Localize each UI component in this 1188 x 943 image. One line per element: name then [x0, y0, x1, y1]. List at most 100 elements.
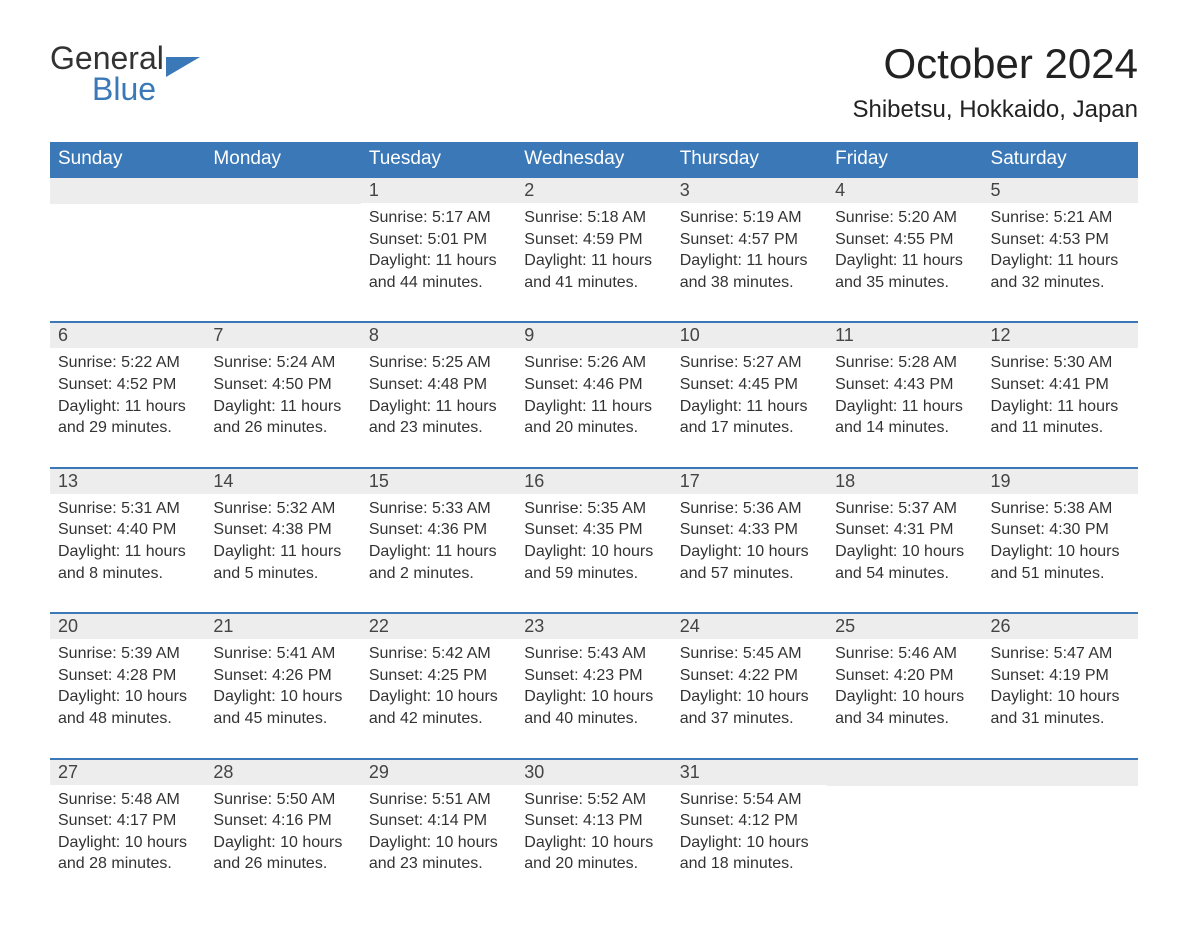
- day-number: 3: [672, 178, 827, 203]
- daylight-text: Daylight: 10 hours and 18 minutes.: [680, 832, 819, 875]
- sunset-text: Sunset: 4:59 PM: [524, 229, 663, 251]
- day-number: 1: [361, 178, 516, 203]
- calendar-cell: 31Sunrise: 5:54 AMSunset: 4:12 PMDayligh…: [672, 759, 827, 903]
- daylight-text: Daylight: 11 hours and 32 minutes.: [991, 250, 1130, 293]
- day-data: Sunrise: 5:17 AMSunset: 5:01 PMDaylight:…: [361, 203, 516, 293]
- month-title: October 2024: [852, 40, 1138, 88]
- day-data: Sunrise: 5:38 AMSunset: 4:30 PMDaylight:…: [983, 494, 1138, 584]
- day-number: 16: [516, 469, 671, 494]
- weekday-header: Sunday: [50, 142, 205, 177]
- daylight-text: Daylight: 10 hours and 45 minutes.: [213, 686, 352, 729]
- day-data: Sunrise: 5:22 AMSunset: 4:52 PMDaylight:…: [50, 348, 205, 438]
- sunrise-text: Sunrise: 5:45 AM: [680, 643, 819, 665]
- calendar-cell: 6Sunrise: 5:22 AMSunset: 4:52 PMDaylight…: [50, 322, 205, 467]
- day-number: [50, 178, 205, 204]
- day-data: Sunrise: 5:26 AMSunset: 4:46 PMDaylight:…: [516, 348, 671, 438]
- sunrise-text: Sunrise: 5:48 AM: [58, 789, 197, 811]
- day-data: Sunrise: 5:52 AMSunset: 4:13 PMDaylight:…: [516, 785, 671, 875]
- sunrise-text: Sunrise: 5:18 AM: [524, 207, 663, 229]
- sunrise-text: Sunrise: 5:50 AM: [213, 789, 352, 811]
- sunset-text: Sunset: 4:19 PM: [991, 665, 1130, 687]
- day-data: Sunrise: 5:30 AMSunset: 4:41 PMDaylight:…: [983, 348, 1138, 438]
- daylight-text: Daylight: 10 hours and 40 minutes.: [524, 686, 663, 729]
- day-data: Sunrise: 5:46 AMSunset: 4:20 PMDaylight:…: [827, 639, 982, 729]
- calendar-cell: [50, 177, 205, 322]
- daylight-text: Daylight: 11 hours and 41 minutes.: [524, 250, 663, 293]
- sunrise-text: Sunrise: 5:27 AM: [680, 352, 819, 374]
- calendar-cell: [983, 759, 1138, 903]
- logo-word-blue: Blue: [92, 71, 200, 108]
- sunset-text: Sunset: 4:33 PM: [680, 519, 819, 541]
- calendar-cell: 8Sunrise: 5:25 AMSunset: 4:48 PMDaylight…: [361, 322, 516, 467]
- sunrise-text: Sunrise: 5:51 AM: [369, 789, 508, 811]
- day-data: Sunrise: 5:54 AMSunset: 4:12 PMDaylight:…: [672, 785, 827, 875]
- calendar-cell: 15Sunrise: 5:33 AMSunset: 4:36 PMDayligh…: [361, 468, 516, 613]
- calendar-week: 27Sunrise: 5:48 AMSunset: 4:17 PMDayligh…: [50, 759, 1138, 903]
- sunset-text: Sunset: 4:53 PM: [991, 229, 1130, 251]
- location: Shibetsu, Hokkaido, Japan: [852, 96, 1138, 124]
- sunrise-text: Sunrise: 5:22 AM: [58, 352, 197, 374]
- sunset-text: Sunset: 5:01 PM: [369, 229, 508, 251]
- day-number: 17: [672, 469, 827, 494]
- calendar-cell: 5Sunrise: 5:21 AMSunset: 4:53 PMDaylight…: [983, 177, 1138, 322]
- day-data: Sunrise: 5:25 AMSunset: 4:48 PMDaylight:…: [361, 348, 516, 438]
- daylight-text: Daylight: 11 hours and 2 minutes.: [369, 541, 508, 584]
- header: General Blue October 2024 Shibetsu, Hokk…: [50, 40, 1138, 124]
- flag-icon: [166, 48, 200, 70]
- weekday-header: Tuesday: [361, 142, 516, 177]
- daylight-text: Daylight: 11 hours and 11 minutes.: [991, 396, 1130, 439]
- calendar-table: Sunday Monday Tuesday Wednesday Thursday…: [50, 142, 1138, 903]
- day-number: 25: [827, 614, 982, 639]
- calendar-cell: 4Sunrise: 5:20 AMSunset: 4:55 PMDaylight…: [827, 177, 982, 322]
- sunset-text: Sunset: 4:52 PM: [58, 374, 197, 396]
- calendar-cell: 2Sunrise: 5:18 AMSunset: 4:59 PMDaylight…: [516, 177, 671, 322]
- sunset-text: Sunset: 4:55 PM: [835, 229, 974, 251]
- day-data: Sunrise: 5:33 AMSunset: 4:36 PMDaylight:…: [361, 494, 516, 584]
- sunrise-text: Sunrise: 5:28 AM: [835, 352, 974, 374]
- weekday-header: Monday: [205, 142, 360, 177]
- sunrise-text: Sunrise: 5:39 AM: [58, 643, 197, 665]
- day-number: [827, 760, 982, 786]
- calendar-cell: 18Sunrise: 5:37 AMSunset: 4:31 PMDayligh…: [827, 468, 982, 613]
- daylight-text: Daylight: 11 hours and 29 minutes.: [58, 396, 197, 439]
- sunset-text: Sunset: 4:31 PM: [835, 519, 974, 541]
- daylight-text: Daylight: 10 hours and 37 minutes.: [680, 686, 819, 729]
- daylight-text: Daylight: 10 hours and 57 minutes.: [680, 541, 819, 584]
- sunrise-text: Sunrise: 5:43 AM: [524, 643, 663, 665]
- day-data: Sunrise: 5:51 AMSunset: 4:14 PMDaylight:…: [361, 785, 516, 875]
- day-number: 15: [361, 469, 516, 494]
- calendar-cell: 9Sunrise: 5:26 AMSunset: 4:46 PMDaylight…: [516, 322, 671, 467]
- sunset-text: Sunset: 4:36 PM: [369, 519, 508, 541]
- sunset-text: Sunset: 4:28 PM: [58, 665, 197, 687]
- daylight-text: Daylight: 11 hours and 35 minutes.: [835, 250, 974, 293]
- sunrise-text: Sunrise: 5:20 AM: [835, 207, 974, 229]
- sunset-text: Sunset: 4:50 PM: [213, 374, 352, 396]
- calendar-cell: 22Sunrise: 5:42 AMSunset: 4:25 PMDayligh…: [361, 613, 516, 758]
- calendar-cell: 20Sunrise: 5:39 AMSunset: 4:28 PMDayligh…: [50, 613, 205, 758]
- day-number: 23: [516, 614, 671, 639]
- sunset-text: Sunset: 4:35 PM: [524, 519, 663, 541]
- calendar-week: 6Sunrise: 5:22 AMSunset: 4:52 PMDaylight…: [50, 322, 1138, 467]
- calendar-cell: 1Sunrise: 5:17 AMSunset: 5:01 PMDaylight…: [361, 177, 516, 322]
- sunset-text: Sunset: 4:30 PM: [991, 519, 1130, 541]
- daylight-text: Daylight: 10 hours and 42 minutes.: [369, 686, 508, 729]
- sunrise-text: Sunrise: 5:19 AM: [680, 207, 819, 229]
- daylight-text: Daylight: 11 hours and 20 minutes.: [524, 396, 663, 439]
- sunset-text: Sunset: 4:25 PM: [369, 665, 508, 687]
- calendar-cell: 28Sunrise: 5:50 AMSunset: 4:16 PMDayligh…: [205, 759, 360, 903]
- day-number: 10: [672, 323, 827, 348]
- weekday-header: Friday: [827, 142, 982, 177]
- calendar-cell: 26Sunrise: 5:47 AMSunset: 4:19 PMDayligh…: [983, 613, 1138, 758]
- daylight-text: Daylight: 10 hours and 54 minutes.: [835, 541, 974, 584]
- calendar-cell: 14Sunrise: 5:32 AMSunset: 4:38 PMDayligh…: [205, 468, 360, 613]
- day-number: 14: [205, 469, 360, 494]
- day-data: Sunrise: 5:27 AMSunset: 4:45 PMDaylight:…: [672, 348, 827, 438]
- day-number: 22: [361, 614, 516, 639]
- sunrise-text: Sunrise: 5:54 AM: [680, 789, 819, 811]
- weekday-header: Wednesday: [516, 142, 671, 177]
- day-data: Sunrise: 5:43 AMSunset: 4:23 PMDaylight:…: [516, 639, 671, 729]
- sunset-text: Sunset: 4:46 PM: [524, 374, 663, 396]
- daylight-text: Daylight: 11 hours and 14 minutes.: [835, 396, 974, 439]
- calendar-head: Sunday Monday Tuesday Wednesday Thursday…: [50, 142, 1138, 177]
- day-number: 30: [516, 760, 671, 785]
